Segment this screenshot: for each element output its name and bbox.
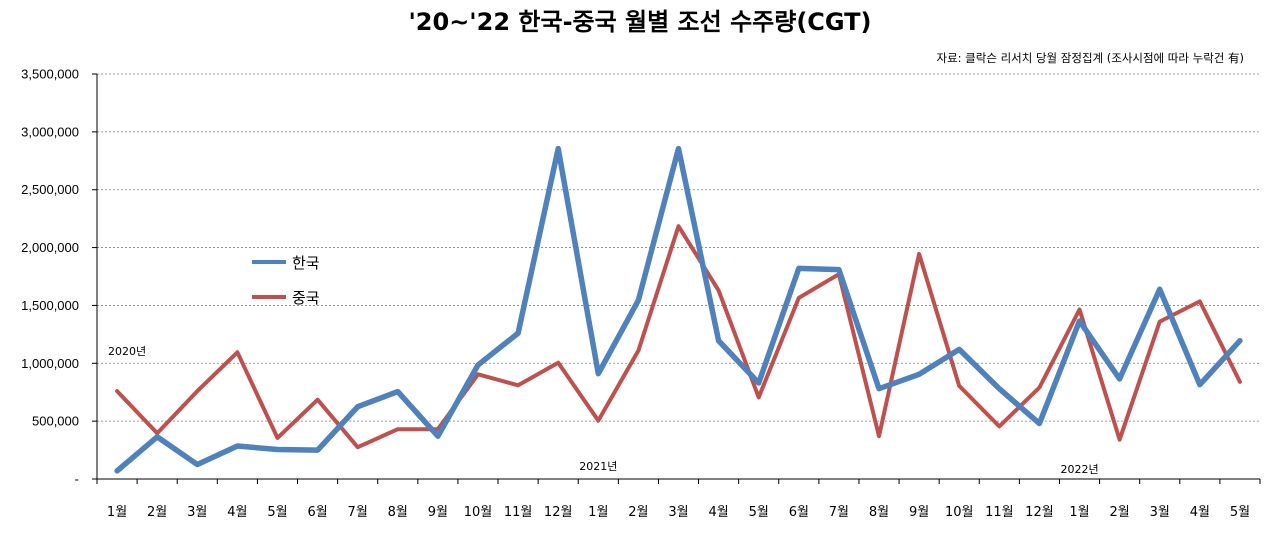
x-tick-label: 5월 [1230,505,1250,520]
x-tick-label: 10월 [945,505,974,520]
legend-label-china: 중국 [292,289,320,307]
legend-label-korea: 한국 [292,254,320,272]
x-tick-label: 9월 [428,505,448,520]
y-tick-label: - [75,472,79,487]
x-tick-label: 7월 [348,505,368,520]
y-axis-ticks: - 500,000 1,000,000 1,500,000 2,000,000 2,500… [21,67,79,487]
x-tick-label: 3월 [668,505,688,520]
x-tick-label: 3월 [1150,505,1170,520]
x-tick-label: 10월 [464,505,493,520]
x-tick-label: 4월 [1190,505,1210,520]
x-tick-label: 2월 [147,505,167,520]
year-label: 2020년 [108,345,146,358]
y-tick-label: 500,000 [32,414,79,429]
y-tick-label: 2,500,000 [21,182,79,197]
y-tick-label: 1,000,000 [21,356,79,371]
x-tick-label: 4월 [227,505,247,520]
x-tick-label: 8월 [388,505,408,520]
y-tick-label: 3,000,000 [21,124,79,139]
x-tick-label: 6월 [307,505,327,520]
x-tick-label: 1월 [588,505,608,520]
x-tick-label: 2월 [628,505,648,520]
legend: 한국 중국 [252,254,320,307]
x-tick-label: 9월 [909,505,929,520]
source-note: 자료: 클락슨 리서치 당월 잠정집계 (조사시점에 따라 누락건 有) [936,51,1244,65]
y-tick-label: 1,500,000 [21,298,79,313]
gridlines [97,73,1260,422]
year-label: 2021년 [579,460,617,473]
x-tick-label: 2월 [1110,505,1130,520]
series-line-china [115,224,1242,450]
axes [92,73,1261,484]
chart-title: '20~'22 한국-중국 월별 조선 수주량(CGT) [408,8,871,36]
year-label: 2022년 [1060,463,1098,476]
x-tick-label: 7월 [829,505,849,520]
x-tick-label: 12월 [1025,505,1054,520]
y-tick-label: 3,500,000 [21,67,79,82]
x-tick-label: 11월 [985,505,1014,520]
x-tick-label: 5월 [749,505,769,520]
x-axis-ticks: 1월 2월 3월 4월 5월 6월 7월 8월 9월 10월 11월 12월 1월 2월 3월 4월 5월 6월 7… [107,505,1250,520]
x-tick-label: 5월 [267,505,287,520]
series-line-korea [114,145,1243,474]
x-tick-label: 3월 [187,505,207,520]
series-lines [114,145,1243,474]
x-tick-label: 1월 [1069,505,1089,520]
x-tick-label: 11월 [504,505,533,520]
x-tick-label: 8월 [869,505,889,520]
x-tick-label: 4월 [708,505,728,520]
x-tick-label: 1월 [107,505,127,520]
y-tick-label: 2,000,000 [21,240,79,255]
year-labels: 2020년 2021년 2022년 [108,345,1099,476]
x-tick-label: 6월 [789,505,809,520]
x-tick-label: 12월 [544,505,573,520]
